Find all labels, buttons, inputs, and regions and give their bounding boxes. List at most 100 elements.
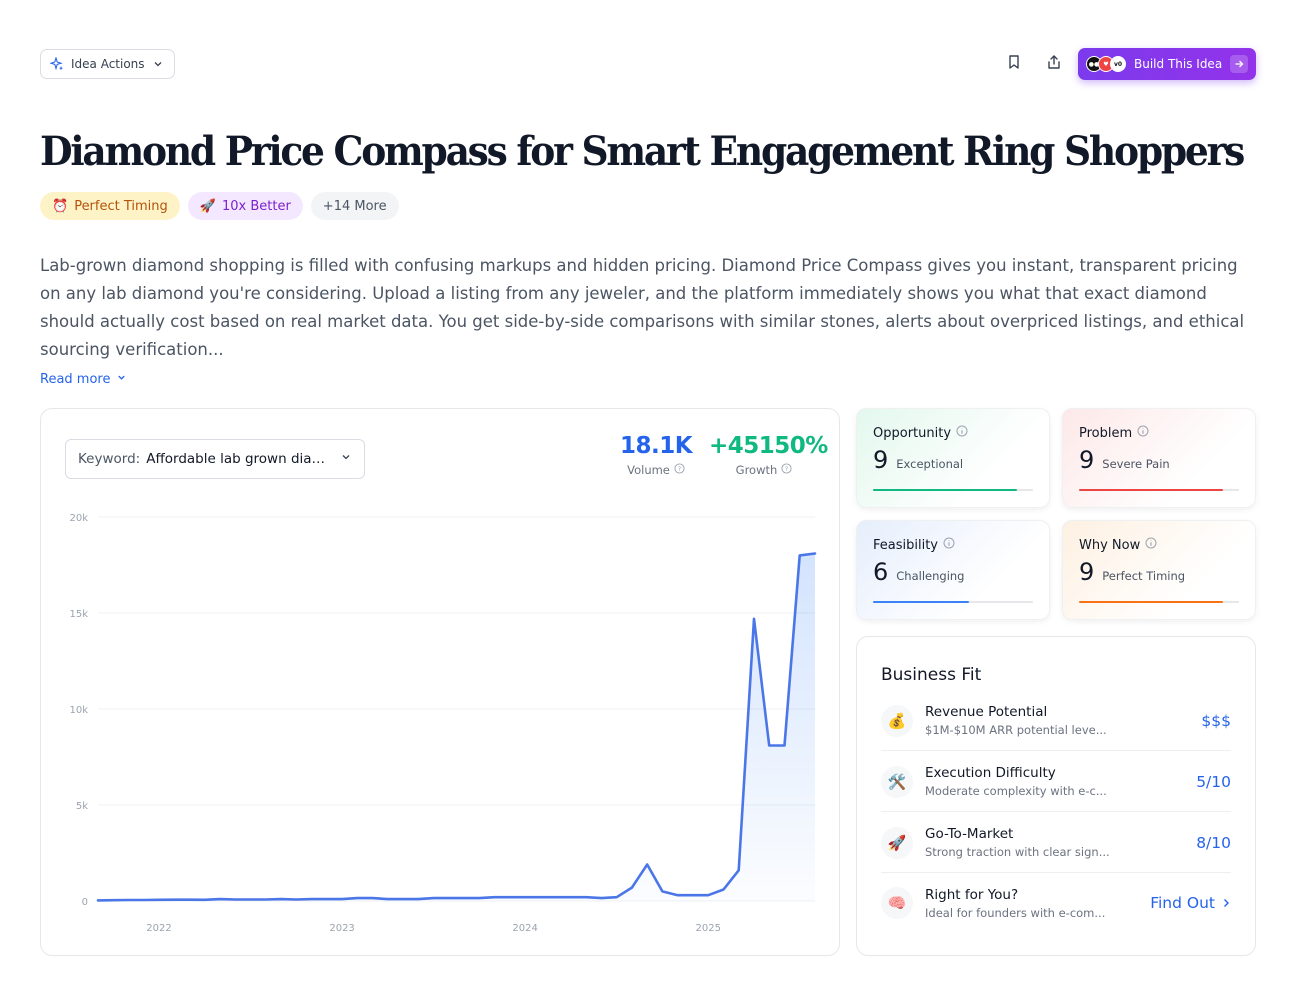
build-this-idea-label: Build This Idea [1134, 57, 1223, 71]
info-icon[interactable] [1145, 537, 1157, 553]
x-tick-label: 2022 [146, 923, 171, 934]
growth-value: +45150% [709, 433, 828, 459]
chevron-down-icon [340, 451, 352, 467]
feasibility-label: Feasibility [873, 537, 938, 553]
problem-label: Problem [1079, 425, 1133, 441]
business-fit-row-gtm[interactable]: 🚀 Go-To-Market Strong traction with clea… [881, 813, 1231, 873]
why-now-label: Why Now [1079, 537, 1141, 553]
share-button[interactable] [1042, 52, 1066, 76]
y-tick-label: 20k [69, 513, 88, 524]
rocket-icon: 🚀 [881, 826, 913, 859]
alarm-clock-icon: ⏰ [52, 198, 69, 214]
help-icon[interactable]: ? [781, 463, 792, 477]
idea-actions-label: Idea Actions [71, 57, 145, 71]
help-icon[interactable]: ? [674, 463, 685, 477]
idea-description: Lab-grown diamond shopping is filled wit… [40, 256, 1245, 359]
chevron-down-icon [116, 372, 127, 387]
svg-text:?: ? [785, 465, 788, 473]
business-fit-title: Business Fit [881, 665, 982, 685]
x-tick-label: 2024 [512, 923, 537, 934]
why-now-progress-fill [1079, 601, 1223, 603]
problem-header: Problem [1079, 425, 1239, 441]
opportunity-sub: Exceptional [896, 457, 964, 471]
rocket-icon: 🚀 [199, 198, 216, 214]
business-fit-row-revenue[interactable]: 💰 Revenue Potential $1M-$10M ARR potenti… [881, 691, 1231, 751]
why-now-value: 9 [1079, 558, 1095, 586]
why-now-header: Why Now [1079, 537, 1239, 553]
problem-score-card[interactable]: Problem 9 Severe Pain [1062, 408, 1256, 508]
volume-value: 18.1K [619, 433, 693, 459]
execution-label: Execution Difficulty [925, 765, 1056, 781]
tag-more[interactable]: +14 More [310, 192, 399, 220]
feasibility-progress-fill [873, 601, 969, 603]
feasibility-sub: Challenging [896, 569, 965, 583]
tool-avatars: ●● ♥ v0 [1086, 56, 1126, 72]
y-tick-label: 0 [82, 897, 88, 908]
opportunity-progress [873, 489, 1033, 491]
y-tick-label: 10k [69, 705, 88, 716]
why-now-score-card[interactable]: Why Now 9 Perfect Timing [1062, 520, 1256, 620]
right-for-you-label: Right for You? [925, 886, 1019, 903]
problem-progress-fill [1079, 489, 1223, 491]
business-fit-row-right-for-you[interactable]: 🧠 Right for You? Ideal for founders with… [881, 873, 1231, 933]
tag-list: ⏰ Perfect Timing 🚀 10x Better +14 More [40, 192, 399, 220]
gtm-desc: Strong traction with clear sign... [925, 845, 1110, 859]
tag-label: 10x Better [221, 198, 291, 214]
why-now-progress [1079, 601, 1239, 603]
read-more-label: Read more [40, 372, 111, 387]
feasibility-score-card[interactable]: Feasibility 6 Challenging [856, 520, 1050, 620]
problem-progress [1079, 489, 1239, 491]
revenue-label: Revenue Potential [925, 704, 1048, 720]
growth-label: Growth [735, 463, 778, 477]
problem-value: 9 [1079, 446, 1095, 474]
search-trend-chart: 0 5k 10k 15k 20k 2022 2023 2024 2025 [69, 513, 817, 934]
find-out-link[interactable]: Find Out [1150, 894, 1231, 912]
x-tick-label: 2025 [695, 923, 720, 934]
business-fit-row-execution[interactable]: 🛠️ Execution Difficulty Moderate complex… [881, 752, 1231, 812]
feasibility-value-row: 6 Challenging [873, 558, 1033, 586]
tag-10x-better[interactable]: 🚀 10x Better [187, 192, 303, 220]
revenue-text: Revenue Potential $1M-$10M ARR potential… [925, 704, 1107, 737]
sparkle-icon [50, 57, 64, 71]
tag-label: Perfect Timing [74, 198, 168, 214]
brain-icon: 🧠 [881, 887, 913, 919]
bookmark-button[interactable] [1002, 52, 1026, 76]
feasibility-value: 6 [873, 558, 889, 586]
right-for-you-text: Right for You? Ideal for founders with e… [925, 887, 1105, 920]
execution-value: 5/10 [1196, 772, 1231, 791]
opportunity-score-card[interactable]: Opportunity 9 Exceptional [856, 408, 1050, 508]
money-bag-icon: 💰 [881, 704, 913, 737]
chevron-right-icon [1221, 894, 1231, 912]
growth-metric: +45150% Growth ? [709, 433, 828, 477]
tag-perfect-timing[interactable]: ⏰ Perfect Timing [40, 192, 180, 220]
opportunity-header: Opportunity [873, 425, 1033, 441]
read-more-link[interactable]: Read more [40, 372, 127, 387]
x-tick-label: 2023 [329, 923, 354, 934]
info-icon[interactable] [943, 537, 955, 553]
execution-desc: Moderate complexity with e-c... [925, 784, 1107, 798]
info-icon[interactable] [1137, 425, 1149, 441]
feasibility-header: Feasibility [873, 537, 1033, 553]
page-title: Diamond Price Compass for Smart Engageme… [40, 128, 1245, 175]
volume-label: Volume [627, 463, 670, 477]
bookmark-icon [1006, 54, 1022, 74]
gtm-text: Go-To-Market Strong traction with clear … [925, 826, 1110, 859]
execution-text: Execution Difficulty Moderate complexity… [925, 765, 1107, 798]
gtm-value: 8/10 [1196, 833, 1231, 852]
opportunity-label: Opportunity [873, 425, 952, 441]
idea-actions-dropdown[interactable]: Idea Actions [40, 49, 175, 79]
info-icon[interactable] [956, 425, 968, 441]
tag-label: +14 More [322, 198, 387, 214]
y-tick-label: 15k [69, 609, 88, 620]
problem-value-row: 9 Severe Pain [1079, 446, 1239, 474]
trend-area [98, 553, 815, 901]
svg-text:?: ? [678, 465, 681, 473]
opportunity-progress-fill [873, 489, 1017, 491]
why-now-value-row: 9 Perfect Timing [1079, 558, 1239, 586]
right-for-you-desc: Ideal for founders with e-com... [925, 905, 1106, 920]
growth-caption: Growth ? [709, 463, 819, 477]
tool-logo-icon: v0 [1110, 56, 1126, 72]
build-this-idea-button[interactable]: ●● ♥ v0 Build This Idea [1078, 48, 1256, 80]
gtm-label: Go-To-Market [925, 826, 1014, 842]
